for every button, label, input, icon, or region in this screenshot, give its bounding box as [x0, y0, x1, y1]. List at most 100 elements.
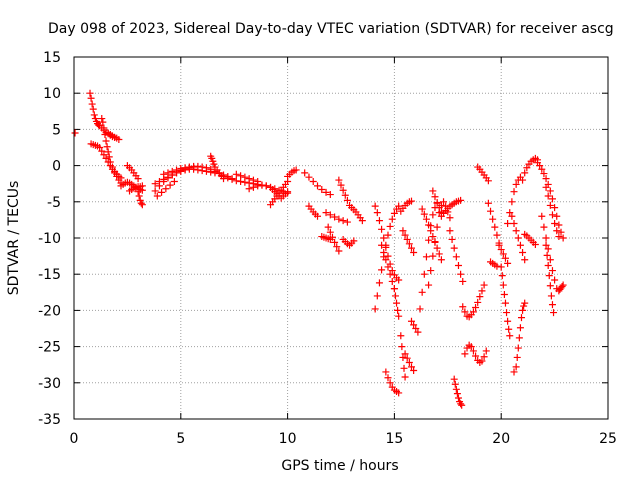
- data-point-marker: [414, 328, 422, 336]
- series-s13: [160, 162, 219, 178]
- series-s43: [429, 187, 445, 216]
- data-point-marker: [450, 244, 458, 252]
- data-point-marker: [553, 227, 561, 235]
- data-point-marker: [508, 212, 516, 220]
- data-point-marker: [410, 321, 418, 329]
- data-point-marker: [500, 290, 508, 298]
- x-tick-label: 20: [492, 431, 510, 447]
- data-point-marker: [390, 209, 398, 217]
- data-point-marker: [453, 390, 461, 398]
- y-tick-label: -10: [38, 231, 61, 247]
- data-point-marker: [228, 175, 236, 183]
- data-point-marker: [454, 262, 462, 270]
- data-point-marker: [98, 147, 106, 155]
- x-tick-labels: 0 5 10 15 20 25: [70, 431, 617, 447]
- data-point-marker: [548, 267, 556, 275]
- series-s27: [335, 176, 354, 209]
- data-point-marker: [391, 292, 399, 300]
- data-point-marker: [476, 293, 484, 301]
- data-point-marker: [326, 191, 334, 199]
- data-point-marker: [516, 241, 524, 249]
- data-point-marker: [407, 363, 415, 371]
- data-point-marker: [544, 262, 552, 270]
- data-point-marker: [513, 353, 521, 361]
- data-point-marker: [418, 288, 426, 296]
- data-point-marker: [401, 231, 409, 239]
- data-point-marker: [448, 235, 456, 243]
- data-point-marker: [543, 251, 551, 259]
- chart-title: Day 098 of 2023, Sidereal Day-to-day VTE…: [48, 21, 614, 37]
- x-tick-label: 5: [176, 431, 185, 447]
- data-point-marker: [452, 253, 460, 261]
- data-point-marker: [506, 332, 514, 340]
- data-point-marker: [335, 247, 343, 255]
- data-point-marker: [538, 165, 546, 173]
- data-point-marker: [459, 277, 467, 285]
- series-s46: [450, 375, 466, 409]
- series-s03: [87, 140, 110, 162]
- x-tick-label: 0: [70, 431, 79, 447]
- data-point-marker: [519, 176, 527, 184]
- series-s05: [104, 129, 123, 144]
- data-point-marker: [498, 272, 506, 280]
- data-point-marker: [437, 256, 445, 264]
- data-point-marker: [501, 254, 509, 262]
- data-point-marker: [194, 162, 202, 170]
- data-point-marker: [170, 178, 178, 186]
- data-point-marker: [86, 89, 94, 97]
- data-point-marker: [100, 124, 108, 132]
- data-point-marker: [540, 170, 548, 178]
- data-point-marker: [382, 256, 390, 264]
- series-s20: [267, 178, 292, 209]
- data-point-marker: [427, 227, 435, 235]
- data-point-marker: [519, 248, 527, 256]
- data-point-marker: [480, 281, 488, 289]
- data-point-marker: [516, 324, 524, 332]
- data-point-marker: [469, 308, 477, 316]
- data-point-marker: [425, 236, 433, 244]
- y-tick-label: -15: [38, 267, 61, 283]
- series-s14: [153, 178, 178, 200]
- gridlines: [74, 57, 608, 419]
- data-point-marker: [224, 174, 232, 182]
- series-s58: [521, 230, 539, 249]
- data-point-marker: [559, 234, 567, 242]
- series-s54: [504, 173, 524, 228]
- data-point-marker: [335, 215, 343, 223]
- data-point-marker: [457, 270, 465, 278]
- data-point-marker: [262, 182, 270, 190]
- series-s44: [437, 196, 465, 220]
- data-point-marker: [435, 204, 443, 212]
- data-point-marker: [555, 233, 563, 241]
- data-point-marker: [418, 205, 426, 213]
- data-point-marker: [164, 169, 172, 177]
- data-point-marker: [403, 235, 411, 243]
- data-point-marker: [89, 105, 97, 113]
- data-point-marker: [254, 182, 262, 190]
- data-point-marker: [382, 368, 390, 376]
- data-point-marker: [433, 244, 441, 252]
- data-point-marker: [245, 185, 253, 193]
- data-point-marker: [446, 214, 454, 222]
- y-tick-labels: -35 -30 -25 -20 -15 -10 -5 0 5 10 15: [38, 50, 61, 428]
- data-point-marker: [153, 192, 161, 200]
- series-s51: [487, 258, 501, 270]
- series-s26: [324, 223, 343, 255]
- data-point-marker: [521, 256, 529, 264]
- data-point-marker: [202, 164, 210, 172]
- data-point-marker: [395, 312, 403, 320]
- series-s36: [397, 332, 409, 381]
- data-point-marker: [339, 217, 347, 225]
- data-point-marker: [472, 304, 480, 312]
- data-point-marker: [469, 347, 477, 355]
- data-point-marker: [551, 220, 559, 228]
- data-point-marker: [134, 188, 142, 196]
- data-point-marker: [103, 143, 111, 151]
- data-point-marker: [450, 375, 458, 383]
- data-point-marker: [331, 238, 339, 246]
- data-point-marker: [497, 246, 505, 254]
- data-point-marker: [557, 228, 565, 236]
- data-point-marker: [542, 183, 550, 191]
- data-point-marker: [410, 248, 418, 256]
